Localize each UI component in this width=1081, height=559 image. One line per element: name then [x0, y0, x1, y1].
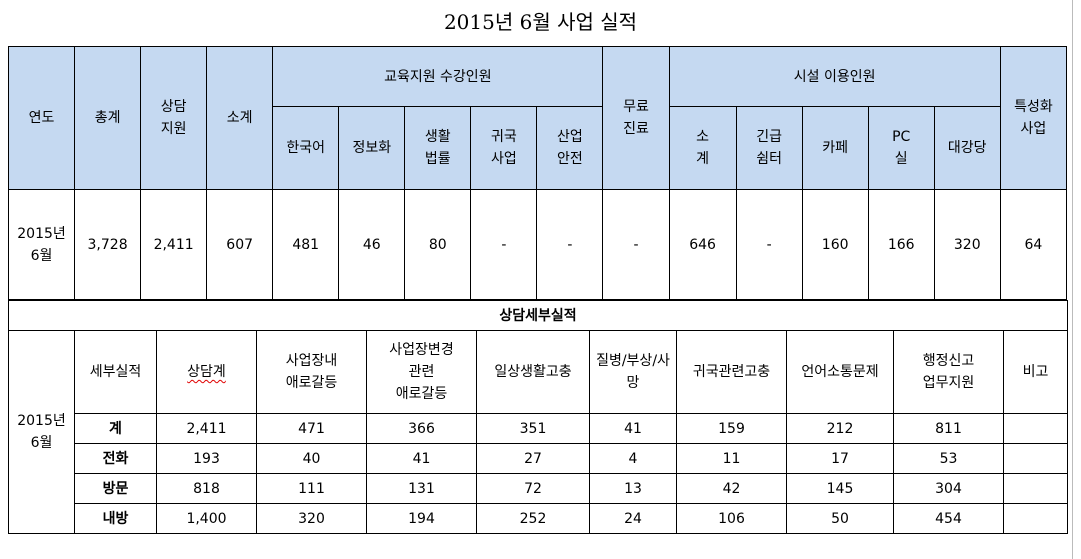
table-row: 방문 818 111 131 72 13 42 145 304 — [9, 473, 1069, 504]
cell-language: 50 — [786, 503, 894, 534]
header-counseling: 상담 지원 — [140, 46, 208, 190]
detail-header-total: 상담계 — [156, 330, 257, 414]
cell-change: 366 — [366, 413, 477, 444]
detail-header-return: 귀국관련고충 — [676, 330, 787, 414]
row-label: 내방 — [74, 503, 157, 534]
cell-subtotal: 607 — [206, 189, 274, 300]
header-facility-group: 시설 이용인원 — [668, 46, 1001, 107]
cell-report: 304 — [893, 473, 1004, 504]
page-title: 2015년 6월 사업 실적 — [443, 10, 638, 34]
cell-illness: 4 — [589, 443, 677, 474]
cell-illness: 24 — [589, 503, 677, 534]
table-row: 2015년 6월 3,728 2,411 607 481 46 80 - - - … — [7, 189, 1068, 300]
cell-report: 454 — [893, 503, 1004, 534]
detail-header-illness: 질병/부상/사 망 — [589, 330, 677, 414]
detail-table: 상담세부실적 2015년 6월 세부실적 상담계 사업장내 애로갈등 사업장변경 관련… — [7, 300, 1069, 534]
header-korean: 한국어 — [272, 106, 340, 190]
cell-report: 53 — [893, 443, 1004, 474]
cell-workplace: 40 — [256, 443, 367, 474]
cell-workplace: 471 — [256, 413, 367, 444]
page-edge-divider — [1072, 0, 1073, 559]
cell-change: 131 — [366, 473, 477, 504]
cell-pc-room: 166 — [867, 189, 935, 300]
cell-workplace: 320 — [256, 503, 367, 534]
header-auditorium: 대강당 — [933, 106, 1001, 190]
cell-emergency-shelter: - — [735, 189, 803, 300]
detail-header-report: 행정신고 업무지원 — [893, 330, 1004, 414]
header-free-clinic: 무료 진료 — [602, 46, 670, 190]
detail-header-language: 언어소통문제 — [786, 330, 894, 414]
cell-total: 1,400 — [156, 503, 257, 534]
cell-daily: 252 — [476, 503, 590, 534]
cell-industrial-safety: - — [536, 189, 604, 300]
cell-note — [1002, 443, 1069, 474]
cell-it: 46 — [338, 189, 406, 300]
row-label: 방문 — [74, 473, 157, 504]
cell-life-law: 80 — [404, 189, 472, 300]
cell-daily: 351 — [476, 413, 590, 444]
cell-return: 159 — [676, 413, 787, 444]
cell-workplace: 111 — [256, 473, 367, 504]
cell-return: 106 — [676, 503, 787, 534]
cell-total: 2,411 — [156, 413, 257, 444]
header-return-program: 귀국 사업 — [470, 106, 538, 190]
cell-language: 17 — [786, 443, 894, 474]
row-label: 계 — [74, 413, 157, 444]
cell-total: 3,728 — [74, 189, 142, 300]
header-life-law: 생활 법률 — [404, 106, 472, 190]
spellcheck-underline: 상담계 — [187, 364, 226, 380]
cell-note — [1002, 503, 1069, 534]
cell-language: 145 — [786, 473, 894, 504]
header-year: 연도 — [7, 46, 76, 190]
cell-special-program: 64 — [999, 189, 1068, 300]
detail-header-note: 비고 — [1002, 330, 1069, 414]
table-row: 전화 193 40 41 27 4 11 17 53 — [9, 443, 1069, 474]
cell-daily: 72 — [476, 473, 590, 504]
cell-return: 11 — [676, 443, 787, 474]
section-title: 상담세부실적 — [7, 300, 1069, 331]
header-subtotal: 소계 — [206, 46, 274, 190]
cell-korean: 481 — [272, 189, 340, 300]
cell-note — [1002, 473, 1069, 504]
detail-header-category: 세부실적 — [74, 330, 157, 414]
cell-auditorium: 320 — [933, 189, 1001, 300]
row-label: 전화 — [74, 443, 157, 474]
table-row: 계 2,411 471 366 351 41 159 212 811 — [9, 413, 1069, 444]
cell-facility-subtotal: 646 — [668, 189, 737, 300]
header-pc-room: PC 실 — [867, 106, 935, 190]
detail-cell-year: 2015년 6월 — [8, 330, 75, 534]
cell-daily: 27 — [476, 443, 590, 474]
table-row: 내방 1,400 320 194 252 24 106 50 454 — [9, 503, 1069, 534]
cell-change: 194 — [366, 503, 477, 534]
cell-total: 818 — [156, 473, 257, 504]
cell-free-clinic: - — [602, 189, 670, 300]
header-cafe: 카페 — [801, 106, 869, 190]
cell-return: 42 — [676, 473, 787, 504]
header-education-group: 교육지원 수강인원 — [272, 46, 604, 107]
summary-table: 연도 총계 상담 지원 소계 교육지원 수강인원 무료 진료 시설 이용인원 특성화… — [7, 46, 1068, 300]
cell-language: 212 — [786, 413, 894, 444]
cell-cafe: 160 — [801, 189, 869, 300]
cell-total: 193 — [156, 443, 257, 474]
detail-header-workplace: 사업장내 애로갈등 — [256, 330, 367, 414]
cell-report: 811 — [893, 413, 1004, 444]
cell-return-program: - — [470, 189, 538, 300]
header-emergency-shelter: 긴급 쉼터 — [735, 106, 803, 190]
cell-illness: 13 — [589, 473, 677, 504]
header-total: 총계 — [74, 46, 142, 190]
cell-counseling: 2,411 — [140, 189, 208, 300]
detail-header-change: 사업장변경 관련 애로갈등 — [366, 330, 477, 414]
cell-note — [1002, 413, 1069, 444]
header-special-program: 특성화 사업 — [999, 46, 1068, 190]
header-it: 정보화 — [338, 106, 406, 190]
header-industrial-safety: 산업 안전 — [536, 106, 604, 190]
cell-illness: 41 — [589, 413, 677, 444]
cell-change: 41 — [366, 443, 477, 474]
cell-year: 2015년 6월 — [7, 189, 76, 300]
detail-header-daily: 일상생활고충 — [476, 330, 590, 414]
